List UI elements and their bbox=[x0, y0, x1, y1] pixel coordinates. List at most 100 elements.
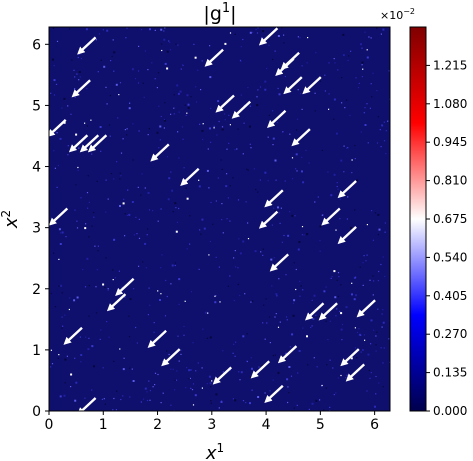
heatmap-speckle bbox=[278, 93, 281, 96]
heatmap-speckle bbox=[149, 399, 151, 401]
heatmap-speckle bbox=[276, 122, 278, 124]
heatmap-speckle bbox=[85, 223, 87, 225]
heatmap-speckle bbox=[363, 255, 365, 257]
heatmap-speckle bbox=[321, 149, 323, 151]
heatmap-speckle bbox=[270, 258, 273, 261]
heatmap-speckle bbox=[91, 153, 93, 155]
heatmap-speckle bbox=[95, 286, 97, 288]
heatmap-speckle bbox=[95, 312, 98, 314]
heatmap-speckle bbox=[263, 304, 265, 306]
heatmap-speckle bbox=[174, 379, 176, 381]
heatmap-speckle bbox=[131, 368, 133, 370]
heatmap-speckle bbox=[372, 275, 374, 277]
heatmap-speckle bbox=[175, 379, 178, 381]
heatmap-speckle bbox=[119, 178, 121, 180]
heatmap-speckle bbox=[242, 38, 244, 41]
heatmap-speckle bbox=[210, 386, 212, 388]
colorbar-tick-label: 0.405 bbox=[433, 289, 467, 303]
heatmap-speckle bbox=[301, 226, 304, 228]
heatmap-speckle bbox=[333, 118, 335, 120]
heatmap-speckle bbox=[172, 211, 174, 213]
heatmap-speckle bbox=[154, 78, 156, 80]
heatmap-speckle bbox=[79, 76, 81, 78]
heatmap-speckle bbox=[219, 301, 221, 303]
heatmap-speckle bbox=[329, 359, 331, 361]
heatmap-speckle bbox=[144, 242, 147, 245]
heatmap-speckle bbox=[264, 80, 267, 83]
heatmap-speckle bbox=[107, 289, 109, 291]
heatmap-speckle bbox=[185, 114, 187, 117]
heatmap-speckle bbox=[188, 369, 191, 372]
heatmap-speckle bbox=[177, 44, 179, 46]
heatmap-speckle bbox=[208, 375, 211, 378]
heatmap-speckle bbox=[93, 365, 95, 368]
heatmap-speckle bbox=[340, 284, 342, 286]
heatmap-speckle bbox=[58, 228, 61, 231]
heatmap-speckle bbox=[67, 154, 69, 156]
heatmap-speckle bbox=[211, 380, 213, 382]
heatmap-speckle bbox=[103, 398, 105, 400]
heatmap-speckle bbox=[256, 104, 259, 107]
heatmap-speckle bbox=[209, 336, 212, 339]
heatmap-speckle bbox=[296, 118, 299, 120]
heatmap-speckle bbox=[355, 77, 357, 79]
colorbar-multiplier: ×10−2 bbox=[380, 7, 415, 22]
heatmap-speckle bbox=[178, 207, 180, 210]
heatmap-speckle bbox=[63, 394, 66, 397]
heatmap-speckle bbox=[177, 335, 179, 337]
heatmap-speckle bbox=[190, 96, 192, 98]
heatmap-speckle bbox=[127, 189, 129, 191]
heatmap-speckle bbox=[159, 139, 161, 141]
quiver-arrow bbox=[79, 134, 100, 153]
heatmap-speckle bbox=[351, 293, 353, 296]
heatmap-speckle bbox=[201, 60, 203, 62]
heatmap-speckle bbox=[147, 314, 149, 316]
y-tick-label: 3 bbox=[32, 221, 41, 237]
heatmap-speckle bbox=[168, 40, 170, 42]
heatmap-speckle bbox=[99, 338, 101, 340]
heatmap-speckle bbox=[279, 222, 281, 224]
heatmap-speckle bbox=[234, 149, 236, 151]
heatmap-speckle bbox=[183, 167, 185, 169]
heatmap-speckle bbox=[233, 257, 235, 259]
heatmap-speckle bbox=[88, 284, 90, 287]
heatmap-speckle bbox=[281, 241, 283, 243]
heatmap-speckle bbox=[162, 360, 164, 363]
heatmap-speckle bbox=[69, 28, 71, 30]
heatmap-speckle bbox=[291, 214, 294, 217]
heatmap-speckle bbox=[221, 219, 223, 221]
heatmap-speckle bbox=[330, 194, 333, 197]
heatmap-speckle bbox=[61, 316, 63, 318]
heatmap-speckle bbox=[160, 115, 162, 118]
heatmap-speckle bbox=[175, 207, 177, 209]
heatmap-speckle bbox=[190, 387, 192, 389]
heatmap-speckle bbox=[229, 220, 231, 222]
heatmap-speckle bbox=[350, 226, 353, 229]
heatmap-speckle bbox=[124, 235, 126, 237]
heatmap-speckle bbox=[217, 177, 219, 179]
heatmap-speckle bbox=[364, 339, 366, 341]
heatmap-speckle bbox=[161, 49, 163, 52]
heatmap-speckle bbox=[96, 269, 98, 271]
heatmap-speckle bbox=[112, 279, 114, 281]
heatmap-speckle bbox=[274, 159, 277, 162]
heatmap-speckle bbox=[222, 350, 224, 352]
heatmap-speckle bbox=[296, 170, 298, 172]
heatmap-speckle bbox=[61, 231, 64, 234]
heatmap-speckle bbox=[137, 186, 139, 188]
heatmap-speckle bbox=[368, 369, 370, 372]
heatmap-speckle bbox=[63, 121, 66, 124]
heatmap-speckle bbox=[124, 296, 126, 298]
heatmap-speckle bbox=[272, 110, 274, 112]
heatmap-speckle bbox=[106, 321, 108, 323]
heatmap-speckle bbox=[147, 69, 149, 71]
heatmap-speckle bbox=[170, 368, 172, 370]
heatmap-speckle bbox=[132, 380, 135, 382]
heatmap-speckle bbox=[274, 209, 276, 211]
heatmap-speckle bbox=[370, 343, 372, 345]
heatmap-speckle bbox=[242, 335, 245, 338]
heatmap-speckle bbox=[264, 392, 266, 394]
heatmap-speckle bbox=[197, 362, 199, 364]
heatmap-speckle bbox=[58, 354, 60, 356]
heatmap-speckle bbox=[206, 337, 208, 339]
